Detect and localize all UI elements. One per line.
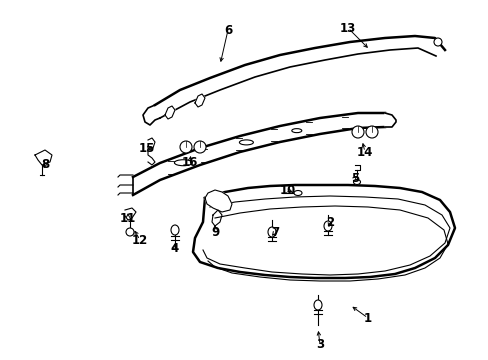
Text: 2: 2 xyxy=(325,216,333,229)
Circle shape xyxy=(365,126,377,138)
Polygon shape xyxy=(204,190,231,212)
Text: 1: 1 xyxy=(363,311,371,324)
Circle shape xyxy=(194,141,205,153)
Ellipse shape xyxy=(291,129,301,132)
Ellipse shape xyxy=(174,160,192,166)
Text: 16: 16 xyxy=(182,156,198,168)
Text: 14: 14 xyxy=(356,145,372,158)
Polygon shape xyxy=(133,113,384,195)
Polygon shape xyxy=(35,150,52,165)
Polygon shape xyxy=(155,36,444,118)
Text: 9: 9 xyxy=(210,225,219,238)
Polygon shape xyxy=(384,113,395,127)
Polygon shape xyxy=(193,185,454,278)
Ellipse shape xyxy=(353,180,360,184)
Polygon shape xyxy=(148,138,155,165)
Ellipse shape xyxy=(293,190,302,195)
Text: 6: 6 xyxy=(224,23,232,36)
Text: 12: 12 xyxy=(132,234,148,247)
Ellipse shape xyxy=(324,221,331,231)
Text: 7: 7 xyxy=(270,225,279,238)
Text: 10: 10 xyxy=(279,184,296,197)
Ellipse shape xyxy=(313,300,321,310)
Text: 15: 15 xyxy=(139,141,155,154)
Text: 8: 8 xyxy=(41,158,49,171)
Polygon shape xyxy=(142,105,160,125)
Text: 4: 4 xyxy=(170,242,179,255)
Polygon shape xyxy=(164,106,175,119)
Circle shape xyxy=(180,141,192,153)
Text: 11: 11 xyxy=(120,211,136,225)
Polygon shape xyxy=(195,94,204,107)
Circle shape xyxy=(126,228,134,236)
Circle shape xyxy=(351,126,363,138)
Text: 13: 13 xyxy=(339,22,355,35)
Circle shape xyxy=(433,38,441,46)
Ellipse shape xyxy=(171,225,179,235)
Ellipse shape xyxy=(267,227,275,237)
Text: 5: 5 xyxy=(350,171,358,184)
Ellipse shape xyxy=(239,140,253,145)
Text: 3: 3 xyxy=(315,338,324,351)
